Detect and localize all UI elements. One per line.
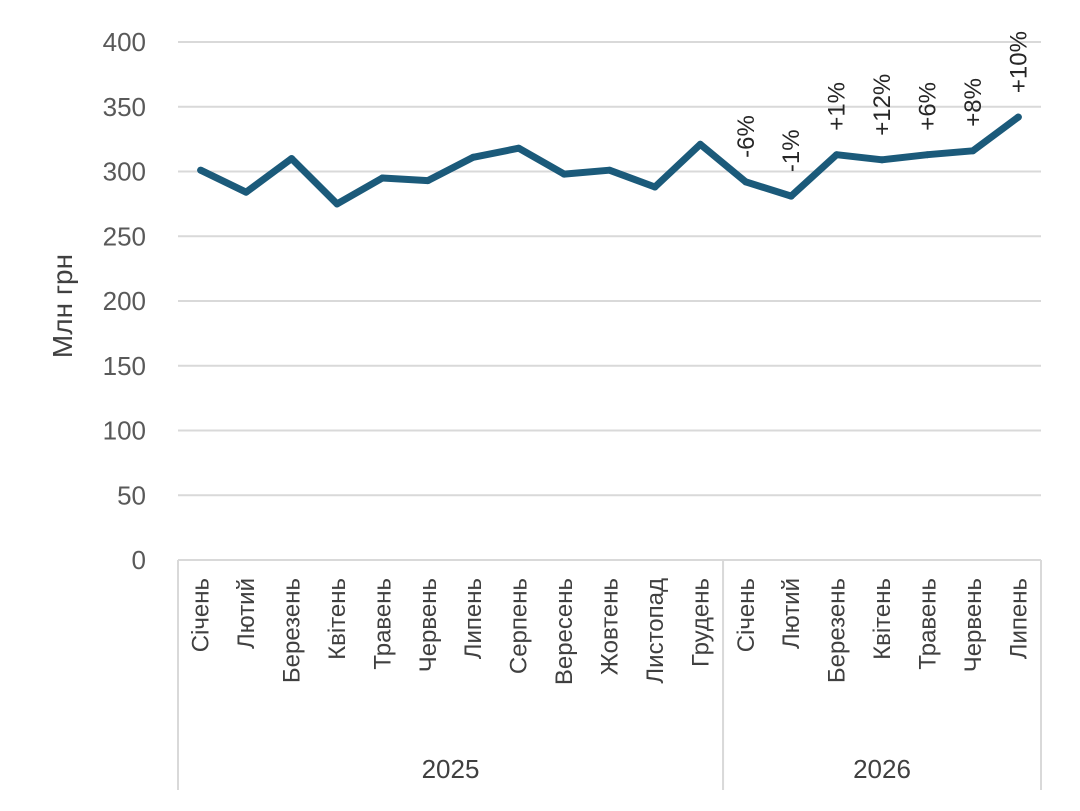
x-tick-label: Березень [279, 578, 306, 683]
change-annotation: +6% [914, 82, 941, 131]
x-tick-label: Квітень [869, 578, 896, 660]
x-tick-label: Липень [1005, 578, 1032, 659]
data-point [378, 174, 386, 182]
y-tick-label: 300 [103, 157, 146, 187]
y-tick-label: 150 [103, 351, 146, 381]
data-point [651, 183, 659, 191]
change-annotation: -6% [733, 115, 760, 158]
y-tick-label: 100 [103, 416, 146, 446]
change-annotation: +1% [824, 82, 851, 131]
year-label-2026: 2026 [853, 754, 911, 784]
data-point [242, 188, 250, 196]
x-tick-label: Січень [188, 578, 215, 652]
data-point [833, 151, 841, 159]
data-point [923, 151, 931, 159]
x-tick-label: Вересень [551, 578, 578, 685]
data-point [424, 177, 432, 185]
x-axis [177, 559, 1042, 790]
y-tick-label: 50 [117, 480, 146, 510]
y-tick-labels: 0 50 100 150 200 250 300 350 400 [103, 27, 146, 575]
x-tick-label: Жовтень [597, 578, 624, 675]
x-tick-label: Травень [914, 578, 941, 670]
x-tick-label: Лютий [233, 578, 260, 649]
change-annotation: +8% [960, 78, 987, 127]
change-annotation: +10% [1005, 31, 1032, 93]
x-tick-label: Серпень [506, 578, 533, 674]
series-layer [197, 113, 1022, 208]
x-tick-label: Лютий [778, 578, 805, 649]
x-tick-labels: Січень Лютий Березень Квітень Травень Червень… [188, 578, 1033, 685]
y-tick-label: 200 [103, 286, 146, 316]
data-point [469, 153, 477, 161]
data-point [742, 178, 750, 186]
y-tick-label: 250 [103, 221, 146, 251]
x-tick-label: Січень [733, 578, 760, 652]
data-point [197, 166, 205, 174]
y-tick-label: 350 [103, 92, 146, 122]
x-tick-label: Листопад [642, 578, 669, 684]
data-point [560, 170, 568, 178]
x-tick-label: Червень [960, 578, 987, 672]
year-group-labels: 2025 2026 [422, 754, 911, 784]
grid-lines [178, 41, 1041, 497]
change-annotation: +12% [869, 74, 896, 136]
x-tick-label: Березень [824, 578, 851, 683]
y-tick-label: 0 [132, 545, 146, 575]
data-point [787, 192, 795, 200]
y-tick-label: 400 [103, 27, 146, 57]
change-annotation: -1% [778, 129, 805, 172]
y-axis-label: Млн грн [47, 254, 78, 358]
data-point [696, 140, 704, 148]
data-point [606, 166, 613, 174]
x-tick-label: Грудень [687, 578, 714, 667]
x-tick-label: Липень [460, 578, 487, 659]
data-point [969, 147, 977, 155]
data-point [515, 144, 523, 152]
data-point [1014, 113, 1022, 121]
year-label-2025: 2025 [422, 754, 480, 784]
data-point [288, 155, 296, 163]
x-tick-label: Травень [369, 578, 396, 670]
data-point [878, 156, 886, 164]
x-tick-label: Червень [415, 578, 442, 672]
x-tick-label: Квітень [324, 578, 351, 660]
annotations: -6% -1% +1% +12% +6% +8% +10% [733, 31, 1033, 172]
data-point [333, 200, 341, 208]
